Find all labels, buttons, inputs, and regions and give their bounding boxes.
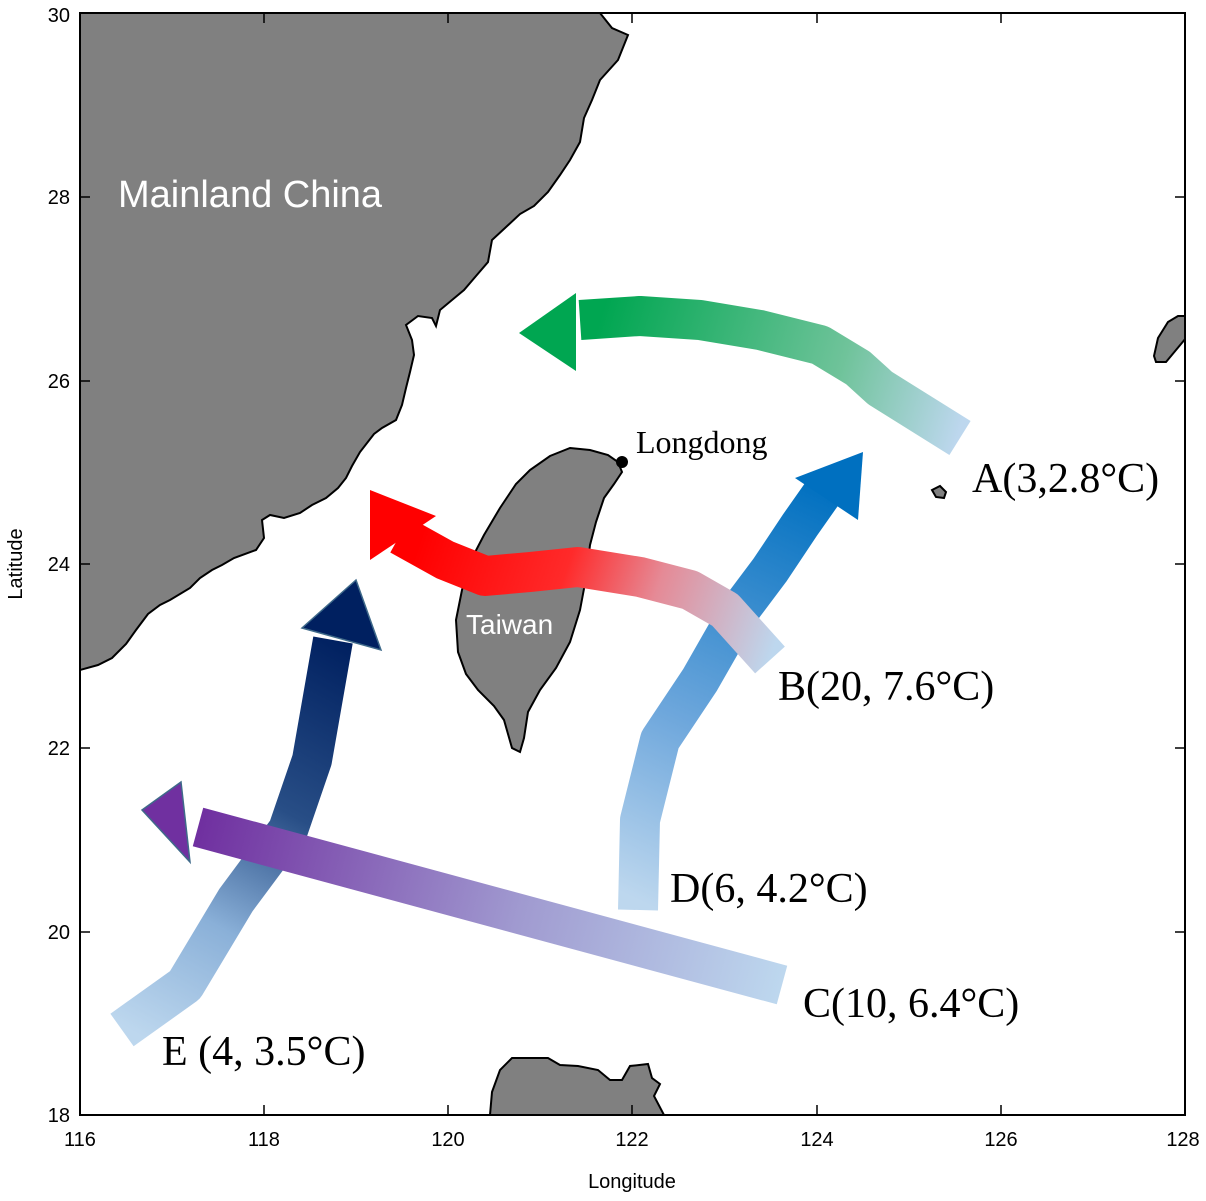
y-tick-label: 30 (48, 5, 70, 27)
route-c-arrow-shaft (192, 807, 788, 1005)
route-c-label: C(10, 6.4°C) (803, 981, 1019, 1027)
y-tick-label: 22 (48, 738, 70, 760)
taiwan-landmass (454, 446, 624, 754)
route-d-arrow-head (795, 452, 863, 520)
y-tick-label: 20 (48, 922, 70, 944)
x-tick-label: 126 (984, 1129, 1017, 1151)
taiwan-label: Taiwan (466, 609, 553, 640)
y-tick-label: 18 (48, 1105, 70, 1127)
x-tick-label: 124 (800, 1129, 833, 1151)
route-a-arrow-head (519, 293, 576, 371)
route-c-arrow-head (140, 780, 192, 865)
y-axis-title: Latitude (5, 528, 27, 599)
route-a-label: A(3,2.8°C) (972, 456, 1159, 502)
x-tick-label: 118 (248, 1129, 280, 1151)
x-tick-label: 116 (64, 1129, 96, 1151)
route-e-arrow-head (300, 578, 383, 652)
x-tick-label: 122 (615, 1129, 648, 1151)
route-e-label: E (4, 3.5°C) (162, 1029, 365, 1075)
small-island (930, 484, 948, 500)
route-b-arrow-head (370, 490, 436, 560)
y-tick-label: 26 (48, 371, 70, 393)
mainland-china-label: Mainland China (118, 174, 383, 216)
y-tick-label: 28 (48, 187, 70, 209)
route-b-label: B(20, 7.6°C) (778, 664, 994, 710)
route-d-arrow-shaft (618, 476, 843, 911)
mainland-china-landmass (80, 13, 630, 672)
route-b-arrow-shaft (390, 517, 785, 674)
route-a-arrow-shaft (578, 296, 971, 455)
longdong-marker (616, 456, 628, 468)
luzon-landmass (488, 1057, 666, 1115)
y-tick-label: 24 (48, 554, 70, 576)
x-axis-title: Longitude (588, 1171, 676, 1193)
ryukyu-island (1152, 315, 1185, 363)
longdong-label: Longdong (636, 424, 768, 460)
route-d-label: D(6, 4.2°C) (670, 866, 868, 912)
x-tick-label: 128 (1166, 1129, 1199, 1151)
tick-marks (80, 13, 1185, 1115)
x-tick-label: 120 (431, 1129, 464, 1151)
